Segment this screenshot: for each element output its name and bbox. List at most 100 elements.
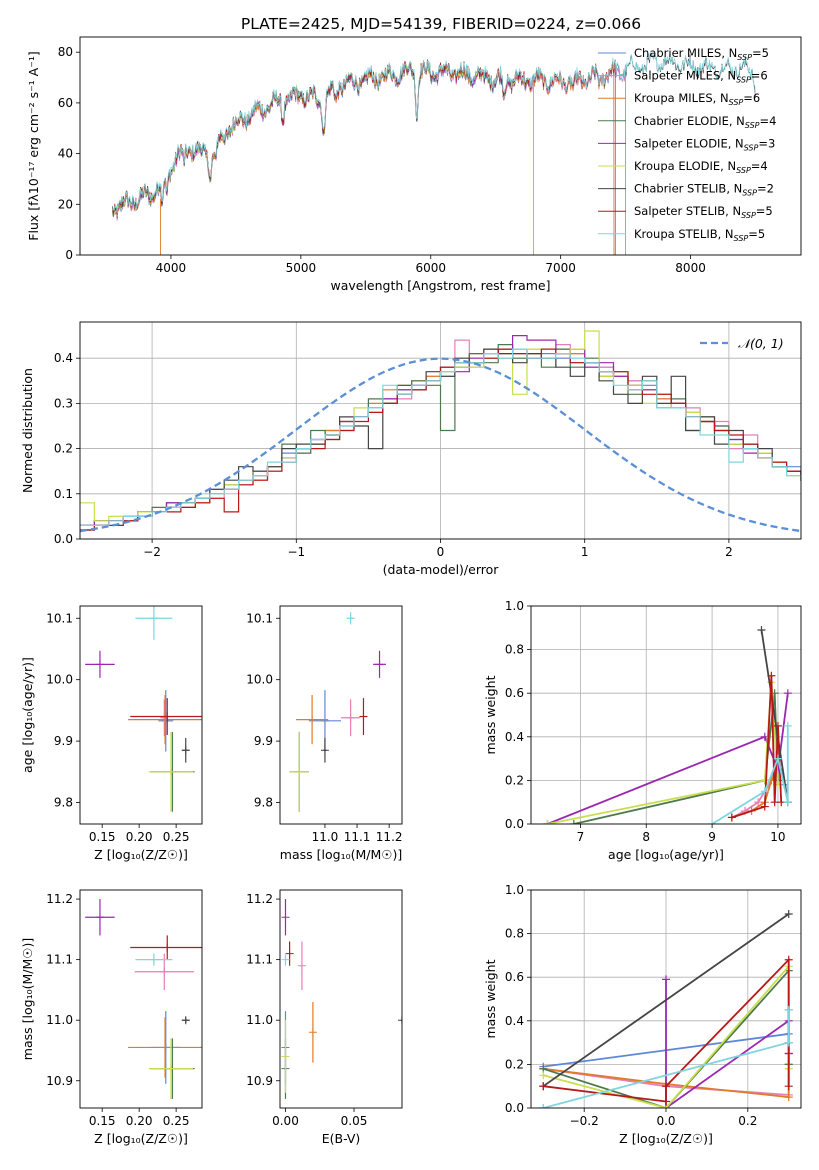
panel-weight_vs_Z: −0.2 0.0 0.2 0.0 0.2 0.4 0.6 0.8 1.0 Z [log₁₀(Z/Z… [483, 883, 802, 1146]
x-tick-label: 11.2 [376, 830, 403, 844]
data-point [149, 614, 158, 623]
x-tick-label: 10 [770, 830, 785, 844]
y-tick-label: 0.6 [505, 970, 524, 984]
data-point [297, 961, 306, 970]
axes-frame [79, 889, 203, 1109]
spectrum-line [112, 61, 626, 255]
data-point [320, 746, 329, 755]
y-axis-label: age [log₁₀(age/yr)] [20, 657, 35, 773]
weight-marker [727, 813, 736, 822]
spectrum-line [112, 52, 756, 214]
x-tick-label: 8000 [675, 261, 706, 275]
weight-marker [767, 671, 776, 680]
weight-line [731, 675, 783, 819]
weight-line [543, 957, 790, 1103]
data-point [398, 1016, 402, 1025]
y-tick-label: 0.1 [54, 487, 73, 501]
weight-marker [662, 975, 670, 984]
plot-area-spectrum [112, 52, 756, 255]
x-axis-label: E(B-V) [322, 1131, 361, 1146]
weight-marker [783, 721, 792, 730]
weight-marker [784, 1082, 793, 1091]
legend-label: Salpeter STELIB, NSSP=5 [634, 204, 773, 220]
data-point [308, 1028, 317, 1037]
x-tick-label: 11.0 [312, 830, 339, 844]
data-point [161, 1043, 170, 1052]
y-tick-label: 0.4 [505, 1014, 524, 1028]
y-tick-label: 9.8 [254, 796, 273, 810]
data-point [346, 713, 355, 722]
panel-mass_vs_Z: 0.15 0.20 0.25 10.9 11.0 11.1 11.2 Z [log₁₀(Z/Z… [20, 889, 203, 1146]
histogram-step [80, 348, 801, 526]
weight-marker [783, 689, 792, 698]
x-tick-label: 0.20 [126, 1114, 153, 1128]
data-point [308, 715, 317, 724]
plot-area-age_vs_mass [289, 612, 386, 812]
y-tick-label: 10.0 [246, 673, 273, 687]
x-tick-label: 9 [708, 830, 716, 844]
x-axis-label: (data-model)/error [383, 562, 500, 577]
data-point [166, 1064, 175, 1073]
axes-frame [79, 36, 802, 256]
data-point [320, 716, 329, 725]
plot-area-weight_vs_Z [531, 890, 801, 1108]
x-tick-label: 0 [437, 545, 445, 559]
y-tick-label: 0.8 [505, 643, 524, 657]
data-point [166, 767, 175, 776]
data-point [346, 614, 355, 623]
axes-frame [279, 605, 403, 825]
x-tick-label: 5000 [286, 261, 317, 275]
legend-label: Salpeter ELODIE, NSSP=3 [634, 136, 775, 152]
normal-curve [80, 357, 801, 533]
x-tick-label: 0.15 [89, 1114, 116, 1128]
weight-marker [784, 1038, 793, 1047]
weight-marker [539, 1071, 548, 1080]
panel-residuals: −2 −1 0 1 2 0.0 0.1 0.2 0.3 0.4 (data-model)/error… [20, 321, 802, 577]
plot-area-residuals [80, 322, 801, 539]
x-axis-label: Z [log₁₀(Z/Z☉)] [619, 1131, 713, 1146]
x-tick-label: 0.15 [89, 830, 116, 844]
legend-label: Kroupa ELODIE, NSSP=4 [634, 159, 768, 175]
y-tick-label: 60 [58, 96, 73, 110]
y-tick-label: 0.2 [54, 442, 73, 456]
y-tick-label: 0.4 [505, 730, 524, 744]
weight-marker [662, 1082, 670, 1091]
legend-label: Kroupa MILES, NSSP=6 [634, 91, 760, 107]
weight-marker [784, 955, 793, 964]
panel-spectrum: 4000 5000 6000 7000 8000 0 20 40 60 80 wavelength … [26, 36, 802, 293]
axes-frame [530, 889, 802, 1109]
y-tick-label: 0.3 [54, 396, 73, 410]
x-tick-label: 4000 [156, 261, 187, 275]
weight-marker [760, 787, 769, 796]
weight-line [573, 693, 779, 824]
panel-weight_vs_age: 7 8 9 10 0.0 0.2 0.4 0.6 0.8 1.0 age [log₁₀(age/yr… [483, 599, 802, 862]
x-tick-label: 0.25 [163, 1114, 190, 1128]
x-tick-label: 0.25 [163, 830, 190, 844]
x-axis-label: mass [log₁₀(M/M☉)] [280, 847, 402, 862]
weight-line [547, 693, 789, 824]
x-tick-label: 8 [642, 830, 650, 844]
weight-marker [662, 1097, 670, 1106]
y-tick-label: 80 [58, 45, 73, 59]
y-tick-label: 1.0 [505, 599, 524, 613]
legend: Chabrier MILES, NSSP=5 Salpeter MILES, NS… [598, 46, 776, 243]
weight-marker [773, 721, 782, 730]
weight-line [542, 913, 790, 1087]
legend-label: Chabrier ELODIE, NSSP=4 [634, 114, 776, 130]
weight-marker [708, 820, 717, 824]
weight-marker [539, 1082, 548, 1091]
data-point [149, 955, 158, 964]
y-tick-label: 0.4 [54, 351, 73, 365]
weight-marker [757, 625, 766, 634]
panel-age_vs_Z: 0.15 0.20 0.25 9.8 9.9 10.0 10.1 Z [log₁₀(Z/Z☉)… [20, 605, 203, 862]
y-tick-label: 0.0 [505, 817, 524, 831]
data-point [359, 712, 368, 721]
x-tick-label: 0.00 [272, 1114, 299, 1128]
x-axis-label: Z [log₁₀(Z/Z☉)] [94, 1131, 188, 1146]
y-axis-label: mass weight [483, 959, 498, 1038]
weight-line [547, 682, 779, 824]
plot-area-weight_vs_age [531, 606, 801, 824]
y-axis-label: mass weight [483, 675, 498, 754]
x-tick-label: −2 [143, 545, 161, 559]
weight-line [760, 629, 789, 803]
